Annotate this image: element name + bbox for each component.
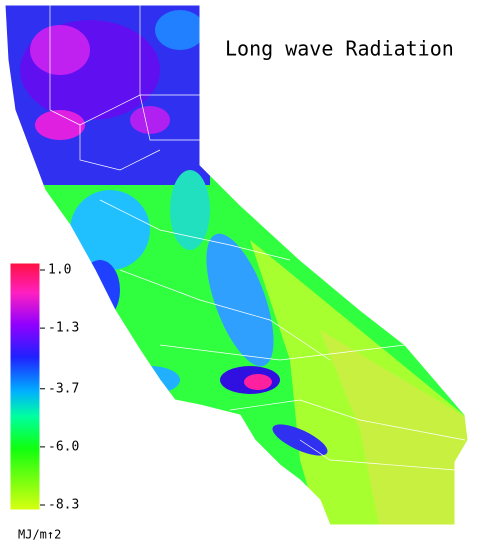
state-border — [4, 4, 469, 526]
colorbar-tick-label: -1.3 — [48, 321, 79, 336]
colorbar — [9, 262, 41, 511]
map-title: Long wave Radiation — [225, 37, 454, 61]
colorbar-tick-label: -8.3 — [48, 498, 79, 513]
colorbar-unit: MJ/m↑2 — [18, 528, 61, 542]
colorbar-tick-label: -6.0 — [48, 439, 79, 454]
colorbar-tick-label: -3.7 — [48, 381, 79, 396]
county-lines — [49, 5, 466, 471]
colorbar-tick-label: 1.0 — [48, 263, 71, 278]
